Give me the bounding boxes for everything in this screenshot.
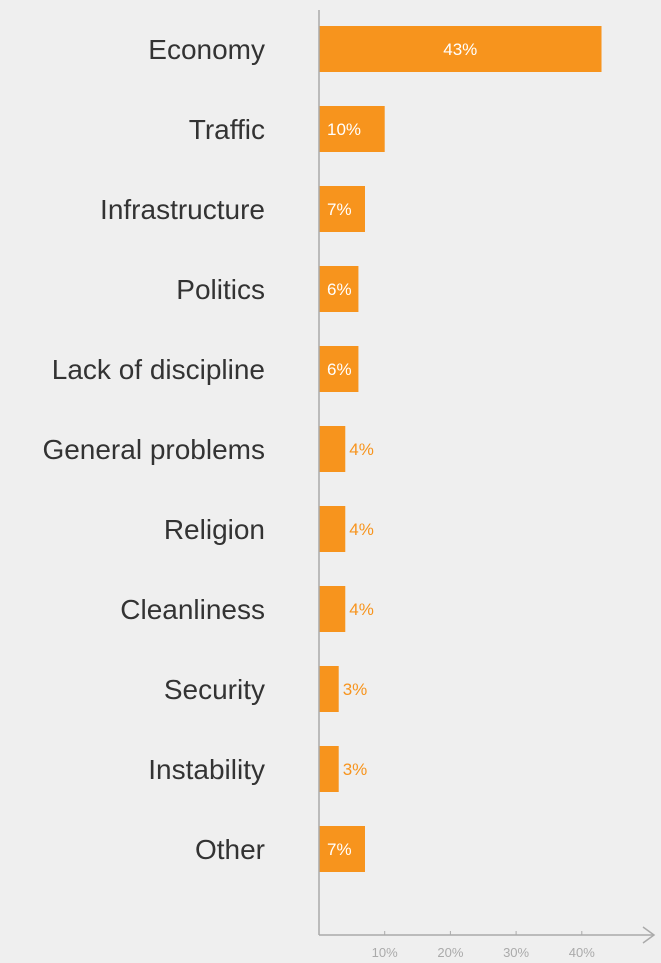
x-tick-label: 10% [372,945,398,960]
bar [319,346,359,392]
bar-value-label: 4% [349,600,374,619]
bar [319,746,339,792]
bar-value-label: 7% [327,200,352,219]
category-label: Security [164,674,265,705]
bar [319,506,346,552]
bar [319,666,339,712]
bar-value-label: 43% [443,40,477,59]
x-tick-label: 30% [503,945,529,960]
category-label: Instability [148,754,265,785]
bar-value-label: 10% [327,120,361,139]
category-label: Economy [148,34,265,65]
category-label: Infrastructure [100,194,265,225]
category-label: Other [195,834,265,865]
bar [319,826,365,872]
x-ticks-group: 10% 20% 30% 40% [372,931,595,960]
category-label: Politics [176,274,265,305]
bar [319,266,359,312]
category-label: Cleanliness [120,594,265,625]
x-axis-arrow-icon [642,926,656,944]
category-label: General problems [42,434,265,465]
x-tick-label: 20% [437,945,463,960]
axes-group [318,10,656,944]
category-label: Lack of discipline [52,354,265,385]
bar [319,426,346,472]
bar-value-label: 6% [327,280,352,299]
bar-value-label: 6% [327,360,352,379]
bar-value-label: 3% [343,680,368,699]
bar-value-label: 3% [343,760,368,779]
bar-value-label: 4% [349,440,374,459]
bar [319,186,365,232]
bar-value-label: 4% [349,520,374,539]
bar [319,586,346,632]
x-tick-label: 40% [569,945,595,960]
category-label: Traffic [189,114,265,145]
bar-value-label: 7% [327,840,352,859]
bars-group: Economy 43% Traffic 10% Infrastructure 7% Poli… [42,26,602,872]
bar [319,26,602,72]
bar [319,106,385,152]
category-label: Religion [164,514,265,545]
